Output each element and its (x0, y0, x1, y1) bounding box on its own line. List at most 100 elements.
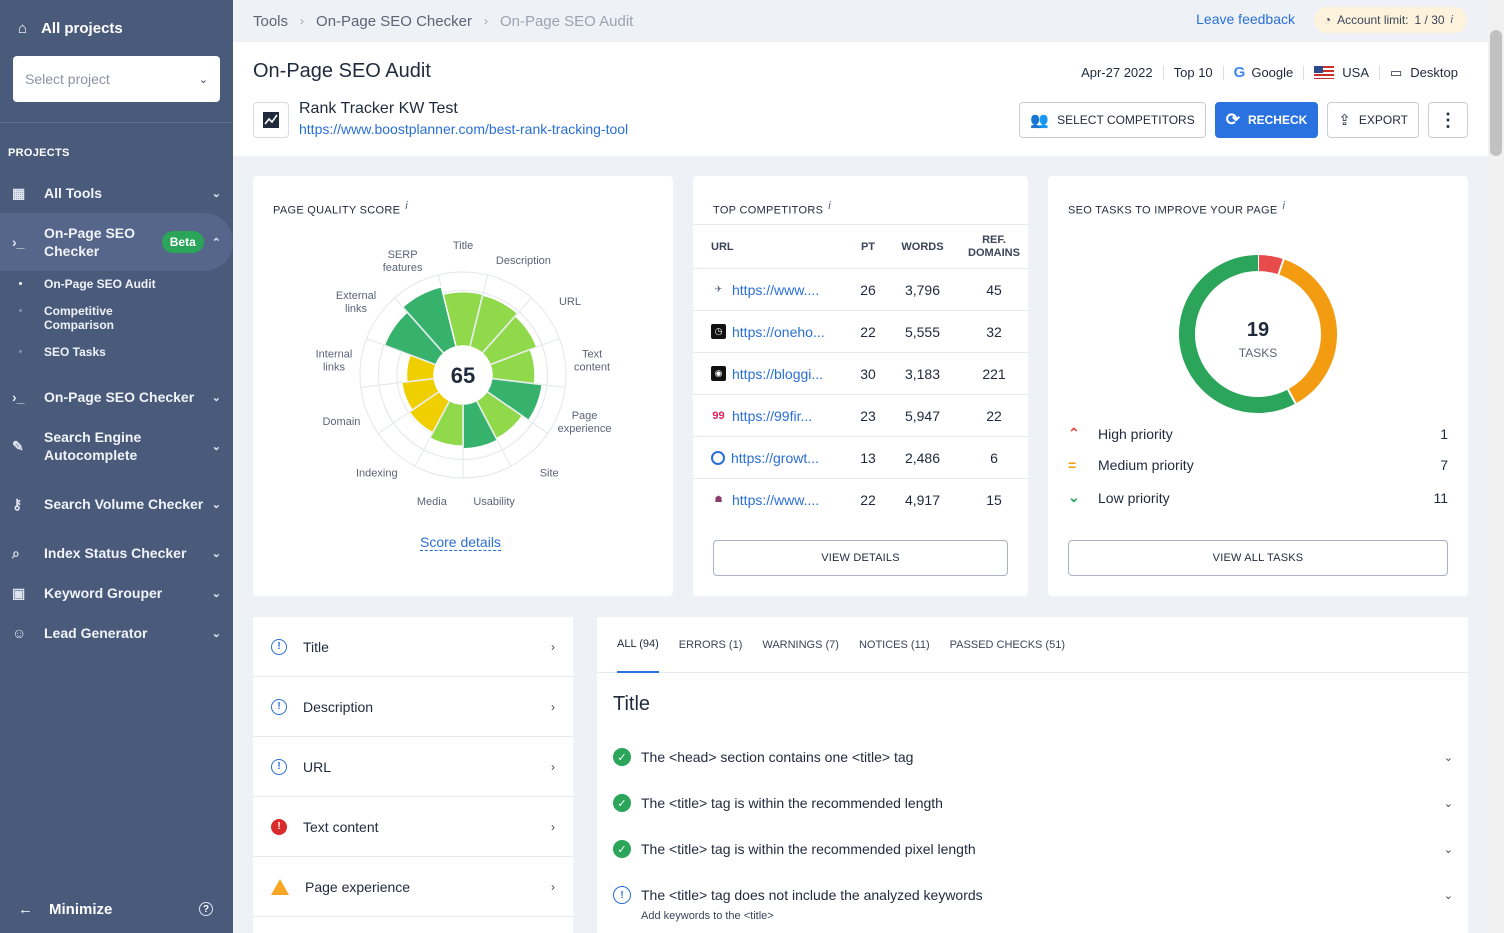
breadcrumb-on-page-seo-checker[interactable]: On-Page SEO Checker (316, 12, 472, 30)
donut-segment[interactable] (1278, 259, 1337, 404)
tab-errors[interactable]: ERRORS (1) (678, 638, 743, 651)
audit-device: Desktop (1410, 65, 1458, 80)
table-row: https://growt... 13 2,486 6 (693, 436, 1028, 478)
all-projects-link[interactable]: ⌂ All projects (18, 19, 123, 37)
tab-all[interactable]: ALL (94) (617, 617, 659, 673)
view-details-button[interactable]: VIEW DETAILS (713, 540, 1008, 576)
audit-engine: Google (1251, 65, 1294, 80)
audit-meta: Apr-27 2022 Top 10 G Google USA ▭ Deskto… (1081, 64, 1458, 81)
clock-favicon-icon: ◷ (711, 324, 726, 339)
check-circle-icon: ✓ (613, 840, 631, 858)
radar-label: Media (417, 496, 448, 508)
page-quality-card: PAGE QUALITY SCORE i Title Description URL T… (253, 176, 673, 596)
breadcrumb-tools[interactable]: Tools (253, 12, 289, 30)
select-project-dropdown[interactable]: Select project ⌄ (13, 56, 220, 102)
recheck-button[interactable]: ⟳ RECHECK (1214, 102, 1319, 138)
terminal-icon: ›_ (12, 234, 25, 250)
scrollbar-thumb[interactable] (1490, 30, 1502, 156)
more-options-button[interactable]: ⋮ (1428, 102, 1468, 138)
monitor-icon: ▭ (1390, 64, 1403, 80)
chevron-down-icon: ⌄ (198, 73, 208, 86)
tasks-donut-chart (1179, 254, 1337, 413)
competitor-url-link[interactable]: https://www.... (732, 281, 820, 298)
radar-label: Internal links (316, 348, 353, 373)
competitor-url-link[interactable]: https://bloggi... (732, 365, 824, 382)
info-icon: ! (271, 758, 287, 775)
chevron-right-icon: › (551, 639, 555, 654)
sidebar-item-search-volume-checker[interactable]: ⚷ Search Volume Checker ⌄ (12, 495, 221, 513)
competitor-url-link[interactable]: https://www.... (732, 491, 820, 508)
chevron-right-icon: › (551, 699, 555, 714)
chevron-down-icon: ⌄ (211, 587, 221, 600)
category-title[interactable]: ! Title › (253, 617, 573, 677)
category-list: ! Title › ! Description › ! URL › ! Text… (253, 617, 573, 933)
scrollbar[interactable] (1488, 0, 1504, 933)
sidebar-item-on-page-seo-checker[interactable]: ›_ On-Page SEO Checker ⌄ (12, 389, 221, 405)
donut-segment[interactable] (1179, 255, 1296, 413)
select-competitors-button[interactable]: 👥 SELECT COMPETITORS (1019, 102, 1206, 138)
score-details-link[interactable]: Score details (420, 534, 501, 551)
category-page-experience[interactable]: Page experience › (253, 857, 573, 917)
info-icon[interactable]: i (1450, 14, 1453, 26)
competitor-url-link[interactable]: https://oneho... (732, 323, 825, 340)
radar-label: SERP features (383, 249, 423, 274)
tasks-total: 19 (1246, 319, 1270, 341)
chevrons-up-icon: ⌃ (1068, 425, 1080, 441)
check-item[interactable]: ! The <title> tag does not include the a… (613, 886, 1453, 904)
project-url-link[interactable]: https://www.boostplanner.com/best-rank-t… (299, 121, 629, 137)
check-item[interactable]: ✓ The <title> tag is within the recommen… (613, 794, 1453, 812)
chevrons-down-icon: ⌄ (1068, 489, 1080, 505)
category-url[interactable]: ! URL › (253, 737, 573, 797)
chevron-down-icon: ⌄ (1443, 797, 1453, 810)
sidebar-item-keyword-grouper[interactable]: ▣ Keyword Grouper ⌄ (12, 584, 221, 602)
chevron-down-icon: ⌄ (1443, 889, 1453, 902)
category-text-content[interactable]: ! Text content › (253, 797, 573, 857)
radar-label: URL (559, 296, 581, 308)
sidebar-item-lead-generator[interactable]: ☺ Lead Generator ⌄ (12, 625, 221, 641)
info-icon[interactable]: i (405, 200, 408, 212)
check-item[interactable]: ✓ The <head> section contains one <title… (613, 748, 1453, 766)
table-row: ◷ https://oneho... 22 5,555 32 (693, 310, 1028, 352)
chevron-right-icon: › (300, 14, 305, 28)
category-description[interactable]: ! Description › (253, 677, 573, 737)
view-all-tasks-button[interactable]: VIEW ALL TASKS (1068, 540, 1448, 576)
sidebar-sub-competitive-comparison[interactable]: Competitive Comparison (0, 304, 233, 345)
checks-tabs: ALL (94) ERRORS (1) WARNINGS (7) NOTICES… (597, 617, 1468, 673)
arrow-left-icon: ← (18, 900, 33, 918)
quality-score-value: 65 (451, 363, 475, 388)
competitor-url-link[interactable]: https://growt... (731, 449, 819, 466)
sidebar-item-index-status-checker[interactable]: ⌕ Index Status Checker ⌄ (12, 544, 221, 562)
sidebar-sub-on-page-seo-audit[interactable]: On-Page SEO Audit (0, 277, 233, 304)
check-item-hint: Add keywords to the <title> (641, 910, 774, 922)
plane-favicon-icon: ✈ (714, 284, 723, 294)
chevron-right-icon: › (551, 879, 555, 894)
leave-feedback-link[interactable]: Leave feedback (1196, 11, 1295, 27)
competitor-url-link[interactable]: https://99fir... (732, 407, 813, 424)
info-icon[interactable]: i (1282, 200, 1286, 212)
mascot-favicon-icon: ☗ (714, 494, 723, 504)
donut-segment[interactable] (1257, 255, 1284, 275)
sidebar: ⌂ All projects Select project ⌄ PROJECTS… (0, 0, 233, 933)
sidebar-item-search-engine-autocomplete[interactable]: ✎ Search Engine Autocomplete ⌄ (12, 429, 221, 463)
tab-warnings[interactable]: WARNINGS (7) (762, 638, 839, 651)
check-item[interactable]: ✓ The <title> tag is within the recommen… (613, 840, 1453, 858)
project-favicon (253, 102, 289, 138)
sidebar-item-on-page-seo-checker-active[interactable]: ›_ On-Page SEO Checker Beta ⌃ (0, 213, 233, 271)
error-icon: ! (271, 818, 287, 835)
tab-notices[interactable]: NOTICES (11) (858, 638, 930, 651)
competitors-table: URL PT WORDS REF. DOMAINS ✈ https://www..… (693, 224, 1028, 520)
info-icon[interactable]: i (828, 200, 831, 212)
sidebar-item-all-tools[interactable]: ▦ All Tools ⌄ (12, 184, 221, 202)
table-row: 99 https://99fir... 23 5,947 22 (693, 394, 1028, 436)
priority-medium-row: = Medium priority 7 (1068, 457, 1448, 473)
table-row: ☗ https://www.... 22 4,917 15 (693, 478, 1028, 520)
radar-label: Title (453, 240, 473, 252)
audit-date: Apr-27 2022 (1081, 65, 1153, 80)
audit-top: Top 10 (1173, 65, 1213, 80)
tab-passed-checks[interactable]: PASSED CHECKS (51) (949, 638, 1065, 651)
help-icon[interactable]: ? (199, 902, 213, 916)
card-title: SEO TASKS TO IMPROVE YOUR PAGE (1068, 204, 1278, 217)
export-button[interactable]: ⇪ EXPORT (1327, 102, 1419, 138)
sidebar-sub-seo-tasks[interactable]: SEO Tasks (0, 345, 233, 377)
minimize-button[interactable]: ← Minimize ? (0, 885, 233, 933)
